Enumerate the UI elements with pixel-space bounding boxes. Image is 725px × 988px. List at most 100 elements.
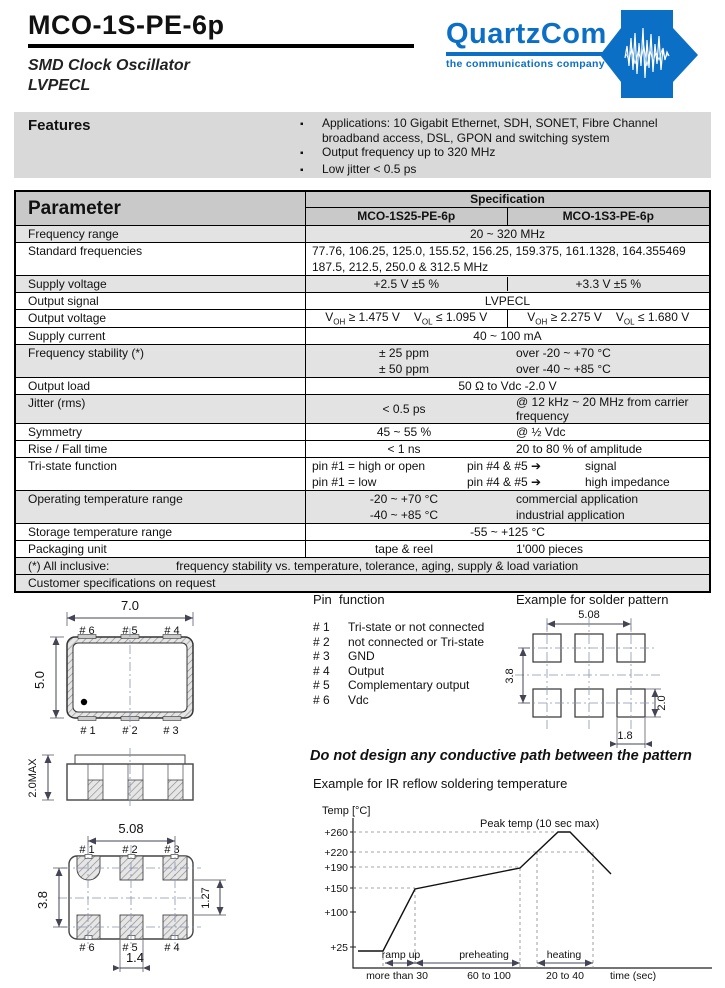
- x-axis-title: time (sec): [610, 970, 656, 982]
- row-output-voltage: Output voltage VOH ≥ 1.475 V VOL ≤ 1.095 …: [16, 309, 709, 327]
- reflow-heading: Example for IR reflow soldering temperat…: [313, 776, 568, 791]
- feature-item: Low jitter < 0.5 ps: [300, 162, 692, 179]
- logo-mark-icon: [600, 10, 698, 98]
- reflow-temperature-chart: Temp [°C] +260 +220 +190 +150 +100 +25 P…: [322, 805, 712, 982]
- solder-pattern-heading: Example for solder pattern: [516, 592, 669, 607]
- pin-label: # 4: [164, 625, 179, 637]
- pin1-marker-dot: [80, 698, 88, 706]
- dim-label: 2.0: [656, 695, 668, 710]
- package-top-view: 7.0 # 6 # 5 # 4 5.0 # 1 # 2 # 3: [32, 598, 194, 737]
- phase-label: ramp up: [382, 949, 421, 961]
- row-footnote: (*) All inclusive: frequency stability v…: [16, 557, 709, 574]
- dim-label: 3.8: [505, 668, 516, 683]
- features-section: Features Applications: 10 Gigabit Ethern…: [14, 112, 711, 178]
- specification-table: Parameter Specification MCO-1S25-PE-6p M…: [14, 190, 711, 593]
- quartzcom-logo: QuartzCom the communications company: [446, 18, 607, 70]
- y-tick-label: +190: [324, 862, 348, 874]
- model-column-2: MCO-1S3-PE-6p: [562, 209, 654, 223]
- pin-row: # 4 Output: [313, 663, 385, 678]
- logo-wordmark: QuartzCom: [446, 18, 607, 56]
- row-customer-specifications: Customer specifications on request: [16, 574, 709, 591]
- dim-label: 1.8: [617, 730, 632, 742]
- row-operating-temperature: Operating temperature range -20 ~ +70 °C…: [16, 490, 709, 523]
- row-storage-temperature: Storage temperature range -55 ~ +125 °C: [16, 523, 709, 540]
- reference-gridlines: [353, 831, 594, 968]
- square-bullet-icon: [300, 145, 322, 162]
- product-type: SMD Clock Oscillator: [28, 57, 190, 74]
- page-title: MCO-1S-PE-6p: [28, 10, 225, 40]
- dim-label: 5.08: [578, 609, 599, 621]
- mechanical-drawings: 7.0 # 6 # 5 # 4 5.0 # 1 # 2 # 3: [27, 598, 226, 972]
- pin-label: # 2: [122, 844, 137, 856]
- pin-label: # 3: [164, 844, 179, 856]
- dim-label: 1.27: [200, 887, 212, 908]
- phase-label: heating: [547, 949, 582, 961]
- output-type: LVPECL: [28, 77, 91, 94]
- y-tick-label: +260: [324, 827, 348, 839]
- dim-label: 1.4: [126, 950, 144, 965]
- pin-function-list: # 1 Tri-state or not connected # 2 not con…: [313, 620, 484, 707]
- y-axis-title: Temp [°C]: [322, 805, 370, 817]
- pin-label: # 6: [79, 942, 94, 954]
- x-duration-label: 20 to 40: [546, 970, 584, 982]
- dim-width-label: 7.0: [121, 598, 139, 613]
- peak-annotation: Peak temp (10 sec max): [480, 818, 599, 830]
- waveform-icon: [624, 27, 670, 79]
- y-tick-label: +150: [324, 883, 348, 895]
- package-bottom-view: 5.08 # 1 # 2 # 3 # 6 #: [35, 821, 226, 972]
- chart-axes: [352, 818, 712, 969]
- row-supply-voltage: Supply voltage +2.5 V ±5 % +3.3 V ±5 %: [16, 275, 709, 292]
- package-side-view: 2.0MAX: [27, 748, 194, 806]
- title-rule: [28, 44, 414, 48]
- pin-label: # 6: [79, 625, 94, 637]
- row-standard-frequencies: Standard frequencies 77.76, 106.25, 125.…: [16, 242, 709, 275]
- dim-height-label: 2.0MAX: [27, 758, 39, 798]
- pin-row: # 2 not connected or Tri-state: [313, 634, 485, 649]
- row-frequency-stability: Frequency stability (*) ± 25 ppm over -20…: [16, 344, 709, 377]
- pin-row: # 1 Tri-state or not connected: [313, 620, 485, 634]
- dim-label: 3.8: [35, 891, 50, 909]
- pin-row: # 6 Vdc: [313, 692, 369, 707]
- logo-tagline: the communications company: [446, 58, 605, 70]
- pin-row: # 3 GND: [313, 649, 375, 663]
- phase-label: preheating: [459, 949, 509, 961]
- specification-header: Specification MCO-1S25-PE-6p MCO-1S3-PE-…: [306, 192, 709, 225]
- feature-item: Applications: 10 Gigabit Ethernet, SDH, …: [300, 116, 692, 145]
- pin1-pad: [76, 855, 101, 881]
- x-duration-label: 60 to 100: [467, 970, 511, 982]
- y-tick-label: +25: [330, 942, 348, 954]
- pin-label: # 5: [122, 942, 137, 954]
- pin-label: # 4: [164, 942, 179, 954]
- row-frequency-range: Frequency range 20 ~ 320 MHz: [16, 225, 709, 242]
- features-heading: Features: [28, 117, 91, 134]
- pin-label: # 3: [163, 725, 178, 737]
- pin-label: # 1: [80, 725, 95, 737]
- pin-label: # 1: [79, 844, 94, 856]
- pin-label: # 2: [122, 725, 137, 737]
- row-tristate-function: Tri-state function pin #1 = high or open…: [16, 457, 709, 490]
- model-column-1: MCO-1S25-PE-6p: [306, 208, 508, 225]
- row-jitter: Jitter (rms) < 0.5 ps @ 12 kHz ~ 20 MHz f…: [16, 394, 709, 423]
- y-tick-label: +220: [324, 847, 348, 859]
- parameter-header: Parameter: [16, 192, 306, 225]
- row-output-load: Output load 50 Ω to Vdc -2.0 V: [16, 377, 709, 394]
- row-packaging-unit: Packaging unit tape & reel 1'000 pieces: [16, 540, 709, 557]
- row-rise-fall-time: Rise / Fall time < 1 ns 20 to 80 % of amp…: [16, 440, 709, 457]
- row-symmetry: Symmetry 45 ~ 55 % @ ½ Vdc: [16, 423, 709, 440]
- pin-function-heading: Pin function: [313, 592, 385, 607]
- square-bullet-icon: [300, 162, 322, 179]
- features-list: Applications: 10 Gigabit Ethernet, SDH, …: [300, 116, 692, 178]
- y-tick-label: +100: [324, 907, 348, 919]
- dim-pitch-label: 5.08: [118, 821, 143, 836]
- table-header: Parameter Specification MCO-1S25-PE-6p M…: [16, 192, 709, 225]
- solder-pattern-drawing: 5.08 3.8 2.0 1.8: [505, 609, 668, 748]
- dim-height-label: 5.0: [32, 671, 47, 689]
- feature-item: Output frequency up to 320 MHz: [300, 145, 692, 162]
- row-output-signal: Output signal LVPECL: [16, 292, 709, 309]
- square-bullet-icon: [300, 116, 322, 145]
- temperature-profile-line: [358, 831, 612, 952]
- waveform-icon: [625, 45, 669, 67]
- x-duration-label: more than 30: [366, 970, 428, 982]
- pin-row: # 5 Complementary output: [313, 678, 470, 692]
